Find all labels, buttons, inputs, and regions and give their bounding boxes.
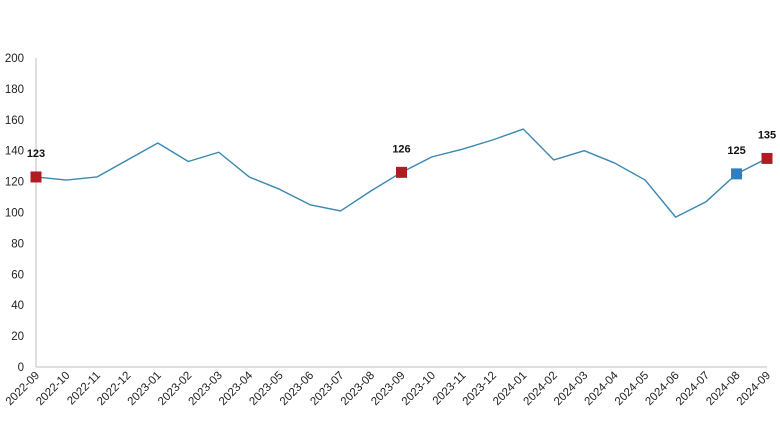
- data-label: 135: [758, 129, 776, 141]
- y-tick-label: 0: [18, 362, 24, 374]
- data-point-marker: [761, 152, 773, 164]
- y-tick-label: 180: [5, 84, 24, 96]
- data-label: 126: [392, 143, 410, 155]
- x-tick-label: 2023-10: [400, 370, 438, 408]
- x-tick-label: 2022-10: [34, 370, 72, 408]
- x-axis: 2022-092022-102022-112022-122023-012023-…: [4, 366, 773, 408]
- y-tick-label: 140: [5, 146, 24, 158]
- x-tick-label: 2024-09: [735, 370, 773, 408]
- y-tick-label: 120: [5, 177, 24, 189]
- data-label: 125: [727, 145, 745, 157]
- y-tick-label: 80: [11, 238, 24, 250]
- y-tick-label: 200: [5, 53, 24, 65]
- y-tick-label: 20: [11, 331, 24, 343]
- y-tick-label: 40: [11, 300, 24, 312]
- y-tick-label: 160: [5, 115, 24, 127]
- data-point-marker: [30, 171, 42, 183]
- y-tick-label: 60: [11, 269, 24, 281]
- data-point-marker: [731, 168, 743, 180]
- y-tick-label: 100: [5, 208, 24, 220]
- marker-layer: 123 126 125 135: [27, 129, 776, 183]
- y-axis: 0 20 40 60 80 100 120 140 160 180 200: [5, 53, 37, 374]
- data-label: 123: [27, 148, 45, 160]
- data-point-marker: [396, 166, 407, 178]
